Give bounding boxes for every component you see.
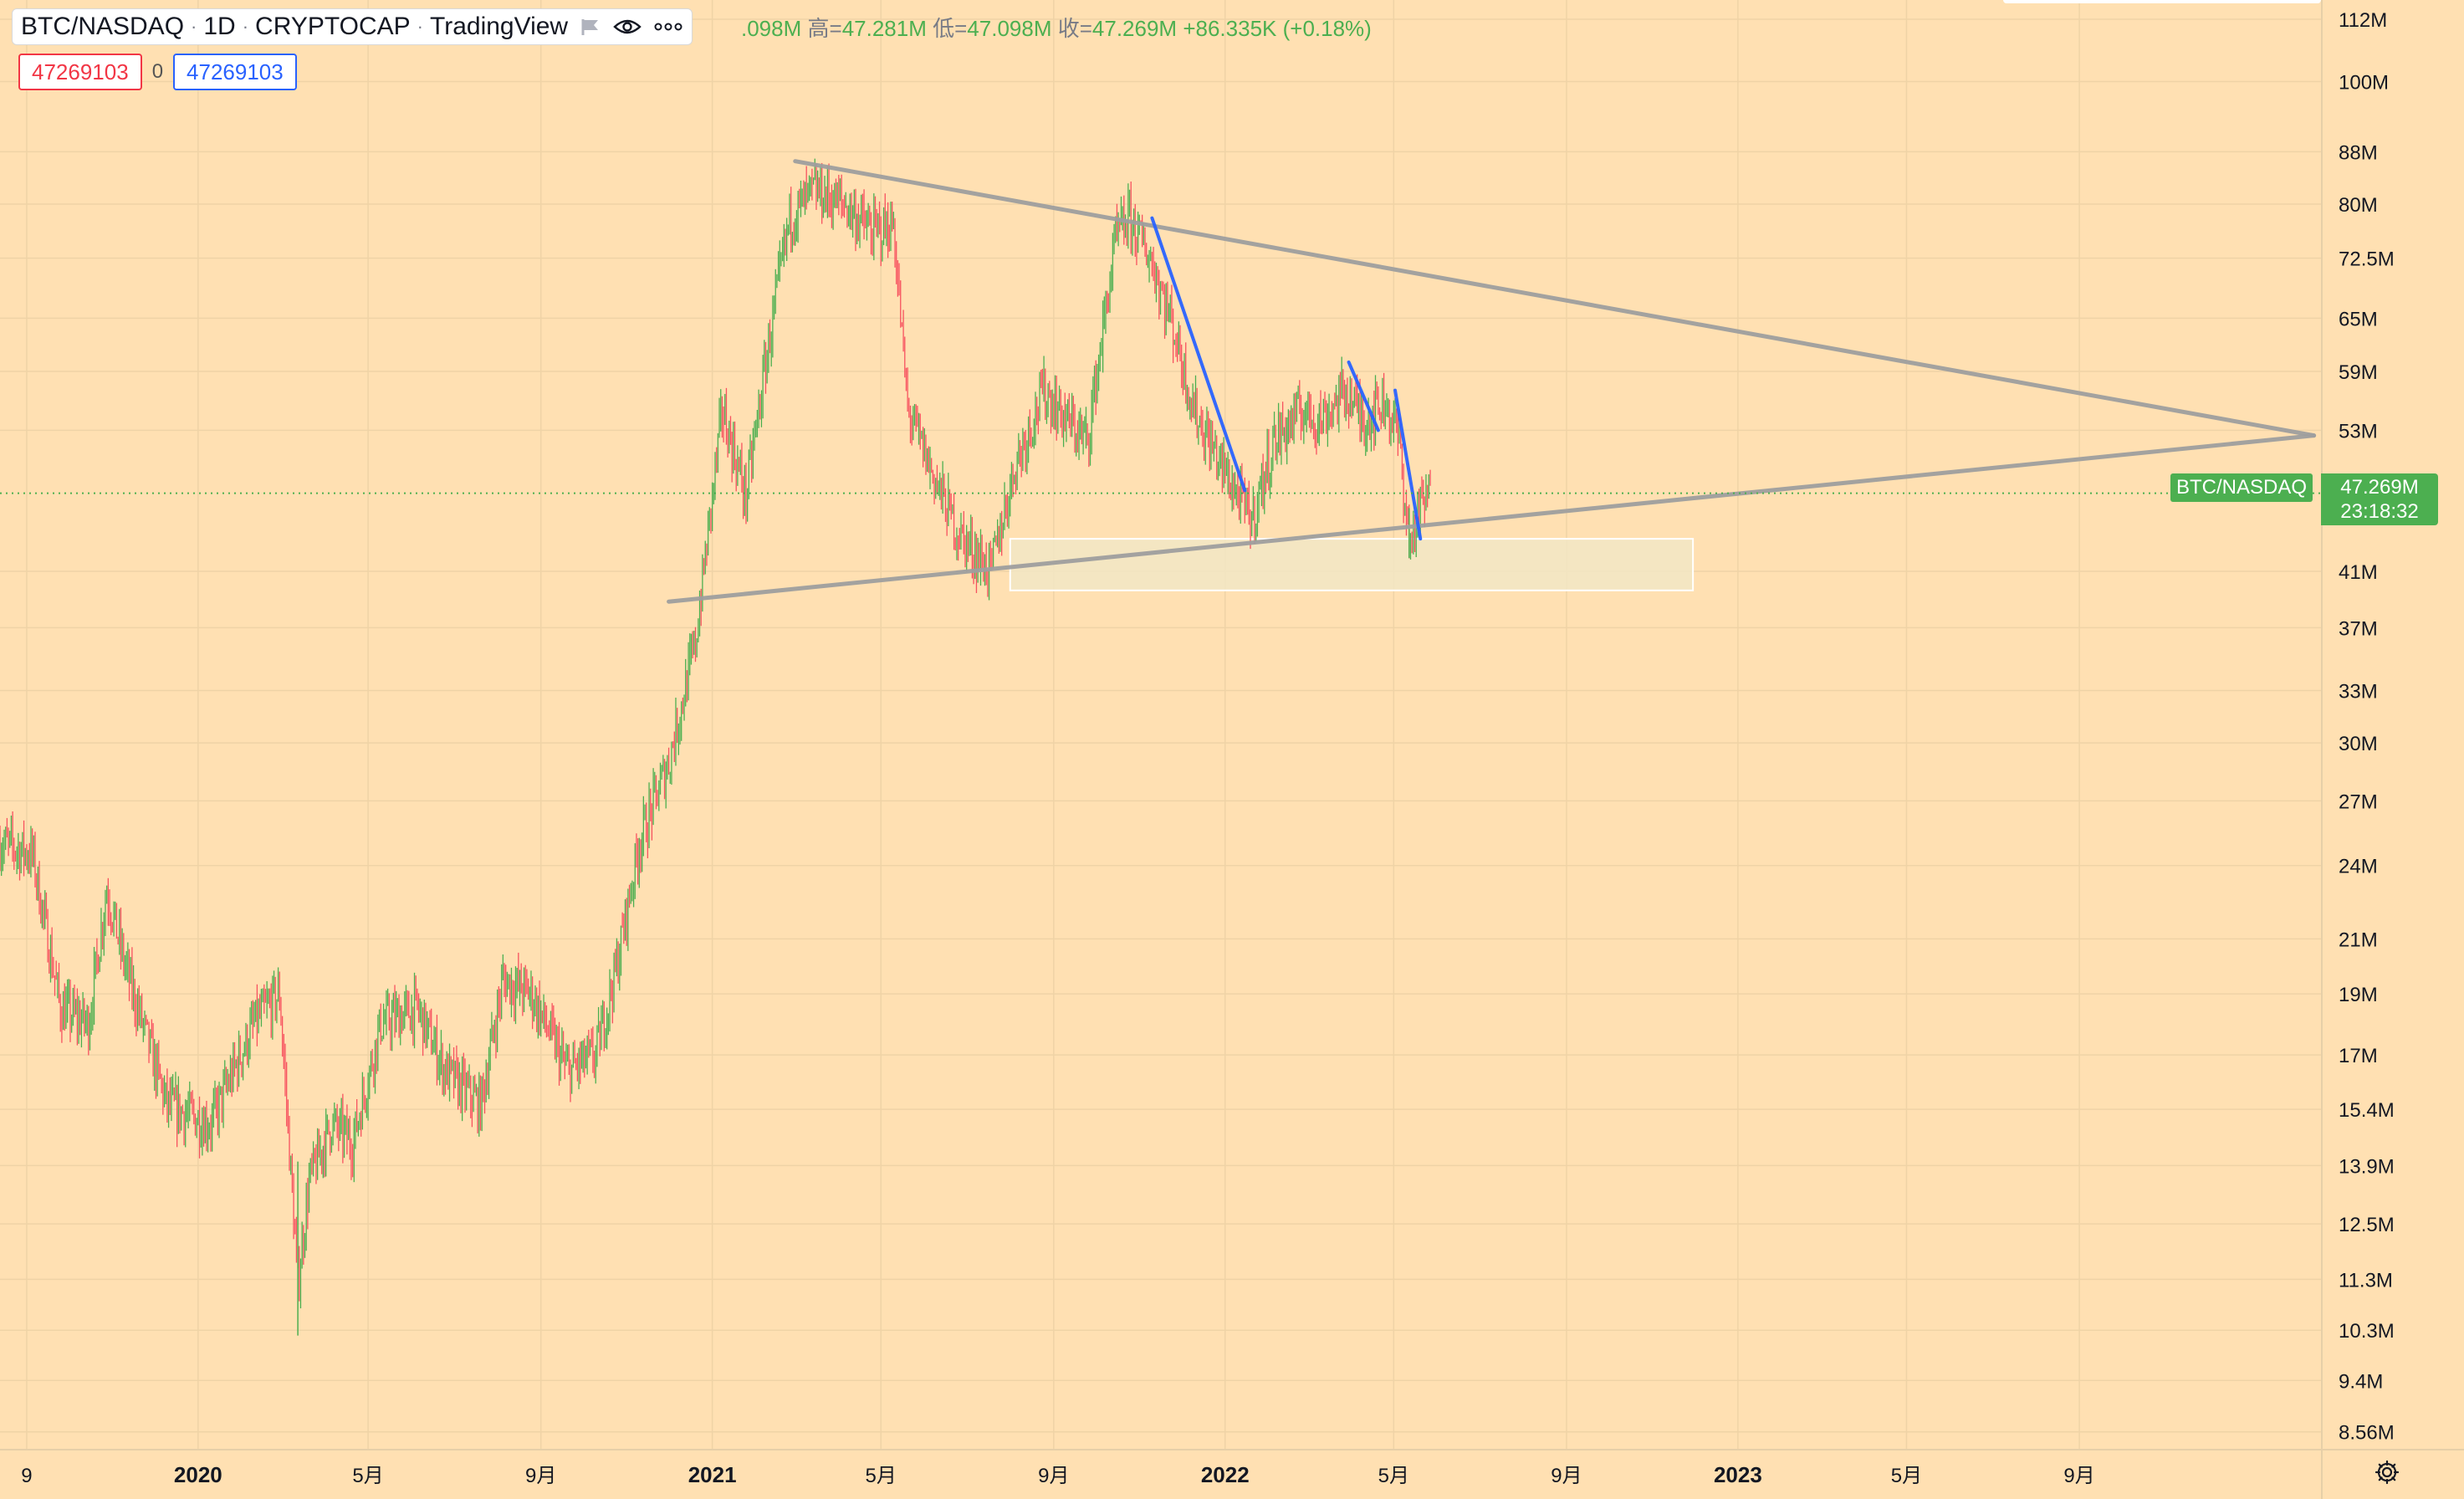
chart-settings-gear-icon[interactable] bbox=[2374, 1459, 2400, 1490]
symbol-price-label: BTC/NASDAQ bbox=[2170, 473, 2313, 502]
price-tick-label: 19M bbox=[2339, 984, 2378, 1006]
toolbar-edge bbox=[2003, 0, 2321, 3]
last-price-value: 47.269M bbox=[2340, 476, 2419, 499]
price-tick-label: 59M bbox=[2339, 361, 2378, 384]
close-value: 47.269M bbox=[1091, 16, 1178, 41]
time-tick-label: 2020 bbox=[174, 1462, 222, 1487]
price-tick-label: 8.56M bbox=[2339, 1422, 2395, 1445]
price-tick-label: 13.9M bbox=[2339, 1155, 2395, 1178]
upper-trendline bbox=[793, 159, 2317, 438]
bar-countdown: 23:18:32 bbox=[2340, 500, 2419, 523]
more-options-icon[interactable] bbox=[653, 17, 683, 37]
price-tick-label: 9.4M bbox=[2339, 1370, 2383, 1393]
price-tick-label: 24M bbox=[2339, 856, 2378, 878]
drawn-trendlines[interactable] bbox=[667, 159, 2317, 604]
time-tick-label: 9月 bbox=[525, 1465, 556, 1487]
spread-value: 0 bbox=[151, 60, 164, 83]
time-tick-label: 5月 bbox=[866, 1465, 897, 1487]
sell-button[interactable]: 47269103 bbox=[18, 54, 142, 90]
support-zone bbox=[1009, 538, 1695, 591]
price-tick-label: 80M bbox=[2339, 194, 2378, 217]
open-value: .098M bbox=[741, 16, 802, 41]
change-value: +86.335K (+0.18%) bbox=[1183, 16, 1372, 41]
price-axis-border bbox=[2321, 0, 2323, 1499]
downtrend-line bbox=[1393, 388, 1423, 541]
time-tick-label: 2022 bbox=[1201, 1462, 1250, 1487]
time-tick-label: 2023 bbox=[1714, 1462, 1762, 1487]
time-tick-label: 5月 bbox=[352, 1465, 383, 1487]
last-price-tag: 47.269M 23:18:32 bbox=[2321, 473, 2438, 525]
legend-provider: TradingView bbox=[430, 13, 569, 40]
series-legend[interactable]: BTC/NASDAQ · 1D · CRYPTOCAP · TradingVie… bbox=[12, 8, 693, 45]
legend-separator: · bbox=[417, 16, 423, 37]
price-tick-label: 72.5M bbox=[2339, 248, 2395, 271]
price-tick-label: 65M bbox=[2339, 308, 2378, 330]
time-tick-label: 9月 bbox=[1038, 1465, 1069, 1487]
ohlc-readout: .098M 高=47.281M 低=47.098M 收=47.269M +86.… bbox=[741, 12, 1372, 43]
downtrend-line bbox=[1150, 216, 1247, 493]
legend-symbol[interactable]: BTC/NASDAQ bbox=[21, 13, 185, 40]
price-tick-label: 21M bbox=[2339, 929, 2378, 951]
price-tick-label: 37M bbox=[2339, 617, 2378, 640]
time-tick-label: 9月 bbox=[2063, 1465, 2094, 1487]
low-label: 低= bbox=[933, 16, 968, 41]
price-tick-label: 12.5M bbox=[2339, 1214, 2395, 1236]
time-tick-label: 2021 bbox=[688, 1462, 737, 1487]
legend-separator: · bbox=[191, 16, 197, 37]
flag-icon[interactable] bbox=[580, 17, 601, 37]
time-axis-border bbox=[0, 1449, 2464, 1450]
price-tick-label: 100M bbox=[2339, 71, 2389, 94]
time-tick-label: 5月 bbox=[1378, 1465, 1409, 1487]
price-tick-label: 27M bbox=[2339, 790, 2378, 813]
lower-trendline bbox=[667, 433, 2317, 604]
price-tick-label: 88M bbox=[2339, 141, 2378, 164]
close-label: 收= bbox=[1057, 16, 1092, 41]
time-axis[interactable]: 9 2020 5月 9月 2021 5月 9月 2022 5月 9月 2023 5月 9月 bbox=[21, 1462, 2095, 1487]
legend-interval[interactable]: 1D bbox=[203, 13, 236, 40]
legend-separator: · bbox=[242, 16, 249, 37]
price-tick-label: 112M bbox=[2339, 9, 2387, 32]
price-tick-label: 17M bbox=[2339, 1045, 2378, 1067]
support-zone-rect bbox=[1009, 538, 1695, 591]
candlestick-series[interactable] bbox=[0, 158, 1431, 1336]
time-tick-label: 9月 bbox=[1551, 1465, 1582, 1487]
high-value: 47.281M bbox=[841, 16, 927, 41]
legend-source: CRYPTOCAP bbox=[255, 13, 411, 40]
price-tick-label: 11.3M bbox=[2339, 1269, 2393, 1292]
downtrend-line bbox=[1347, 360, 1380, 432]
time-tick-label: 5月 bbox=[1891, 1465, 1922, 1487]
price-tick-label: 15.4M bbox=[2339, 1099, 2395, 1122]
price-tick-label: 30M bbox=[2339, 733, 2378, 755]
trading-buttons[interactable]: 47269103 0 47269103 bbox=[18, 54, 297, 90]
buy-button[interactable]: 47269103 bbox=[173, 54, 297, 90]
eye-icon[interactable] bbox=[613, 17, 642, 37]
price-tick-label: 53M bbox=[2339, 420, 2378, 443]
high-label: 高= bbox=[807, 16, 842, 41]
price-tick-label: 33M bbox=[2339, 681, 2378, 703]
low-value: 47.098M bbox=[967, 16, 1052, 41]
time-tick-label: 9 bbox=[21, 1465, 32, 1487]
price-tick-label: 10.3M bbox=[2339, 1320, 2395, 1343]
chart-grid bbox=[0, 0, 2321, 1449]
price-axis[interactable]: 112M 100M 88M 80M 72.5M 65M 59M 53M 41M 37M 33M 30M… bbox=[2339, 9, 2395, 1445]
price-tick-label: 41M bbox=[2339, 561, 2378, 584]
